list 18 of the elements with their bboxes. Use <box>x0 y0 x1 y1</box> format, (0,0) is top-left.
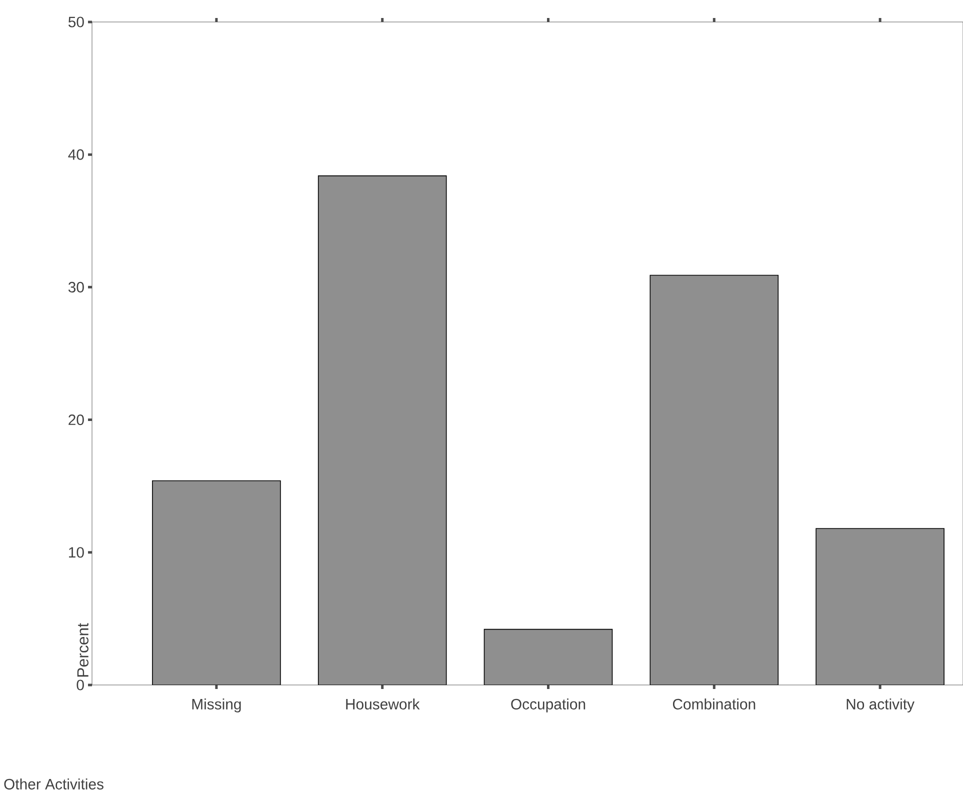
y-tick-label: 0 <box>76 680 84 690</box>
x-tick-label: Occupation <box>511 698 586 712</box>
bar <box>484 628 613 685</box>
bar <box>318 175 447 685</box>
y-axis-title: Percent <box>77 623 88 677</box>
x-tick-label: Combination <box>672 698 756 710</box>
y-tick-label: 20 <box>68 414 84 426</box>
bar <box>152 480 281 685</box>
x-axis-title: Other Activities <box>4 778 104 790</box>
x-tick-label: No activity <box>846 698 914 712</box>
bar <box>816 528 944 685</box>
bar <box>650 274 779 685</box>
x-tick-label: Housework <box>346 698 420 710</box>
y-tick-label: 10 <box>69 547 84 558</box>
x-tick-label: Missing <box>192 698 241 712</box>
y-tick-label: 50 <box>68 16 84 28</box>
y-tick-label: 40 <box>68 149 84 160</box>
y-tick-label: 30 <box>68 282 84 292</box>
